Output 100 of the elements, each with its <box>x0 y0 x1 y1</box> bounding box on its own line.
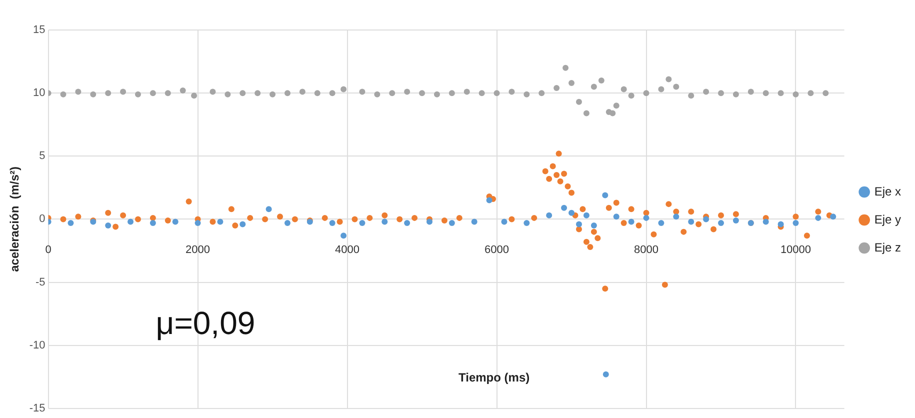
point <box>164 90 171 96</box>
point <box>524 91 530 98</box>
point <box>815 214 822 221</box>
point <box>105 222 112 229</box>
point <box>718 90 724 96</box>
x-tick-label: 4000 <box>335 244 360 256</box>
point <box>658 86 664 92</box>
point <box>576 98 582 105</box>
point <box>508 88 515 95</box>
point <box>240 221 246 228</box>
point <box>210 88 216 95</box>
point <box>284 90 290 96</box>
point <box>583 212 590 218</box>
point <box>598 77 604 84</box>
point <box>602 371 609 378</box>
point <box>590 84 597 90</box>
point <box>602 192 608 198</box>
legend-label: Eje z <box>874 240 902 254</box>
point <box>419 90 426 96</box>
point <box>486 197 492 204</box>
point <box>404 88 410 95</box>
point <box>194 220 201 226</box>
point <box>471 218 478 225</box>
point <box>673 214 680 220</box>
point <box>666 76 672 82</box>
y-tick-label: 10 <box>33 87 46 100</box>
x-tick-label: 6000 <box>484 244 510 256</box>
y-axis-title: aceleración (m/s²) <box>8 166 22 272</box>
y-tick-label: 5 <box>39 150 46 162</box>
y-tick-label: -15 <box>29 402 46 414</box>
point <box>792 91 799 98</box>
point <box>448 90 455 96</box>
point <box>546 212 552 218</box>
point <box>568 210 575 216</box>
y-tick-label: -5 <box>36 276 46 288</box>
x-tick-label: 8000 <box>634 244 658 256</box>
point <box>180 88 186 94</box>
point <box>314 90 320 96</box>
x-axis-title: Tiempo (ms) <box>458 370 530 384</box>
point <box>426 218 432 225</box>
point <box>732 217 739 224</box>
point <box>718 220 724 226</box>
point <box>628 92 634 99</box>
y-tick-label: -10 <box>29 339 46 352</box>
point <box>748 88 754 95</box>
point <box>643 90 650 96</box>
point <box>478 90 485 96</box>
point <box>673 84 680 90</box>
y-tick-label: 15 <box>33 24 46 36</box>
point <box>270 91 276 98</box>
annotation: μ=0,09 <box>156 304 256 341</box>
point <box>464 88 470 95</box>
point <box>590 222 597 229</box>
point <box>562 64 569 71</box>
point <box>643 214 650 221</box>
point <box>299 88 306 95</box>
point <box>830 214 836 220</box>
point <box>329 220 336 226</box>
point <box>620 86 627 92</box>
point <box>382 218 388 225</box>
point <box>120 88 126 95</box>
point <box>576 221 582 228</box>
point <box>134 91 141 98</box>
point <box>150 90 156 96</box>
point <box>224 91 231 98</box>
y-tick-label: 0 <box>39 213 46 226</box>
point <box>150 220 156 226</box>
point <box>217 218 224 225</box>
point <box>90 91 96 98</box>
point <box>284 220 290 226</box>
point <box>434 91 440 98</box>
point <box>688 218 694 225</box>
point <box>808 90 814 96</box>
point <box>389 90 396 96</box>
point <box>105 90 112 96</box>
point <box>822 90 829 96</box>
point <box>329 90 336 96</box>
point <box>778 90 784 96</box>
legend-label: Eje x <box>874 184 902 198</box>
point <box>613 102 620 109</box>
point <box>172 218 178 225</box>
point <box>494 90 500 96</box>
legend-label: Eje y <box>874 212 902 226</box>
point <box>75 88 82 95</box>
point <box>628 218 634 225</box>
point <box>762 218 769 225</box>
point <box>191 92 198 99</box>
point <box>501 218 508 225</box>
point <box>561 204 568 211</box>
point <box>448 220 455 226</box>
point <box>359 220 366 226</box>
point <box>340 232 347 239</box>
point <box>538 90 545 96</box>
point <box>254 90 261 96</box>
point <box>703 216 710 222</box>
point <box>60 91 66 98</box>
point <box>583 110 590 116</box>
point <box>613 214 620 220</box>
point <box>359 88 366 95</box>
point <box>240 90 246 96</box>
